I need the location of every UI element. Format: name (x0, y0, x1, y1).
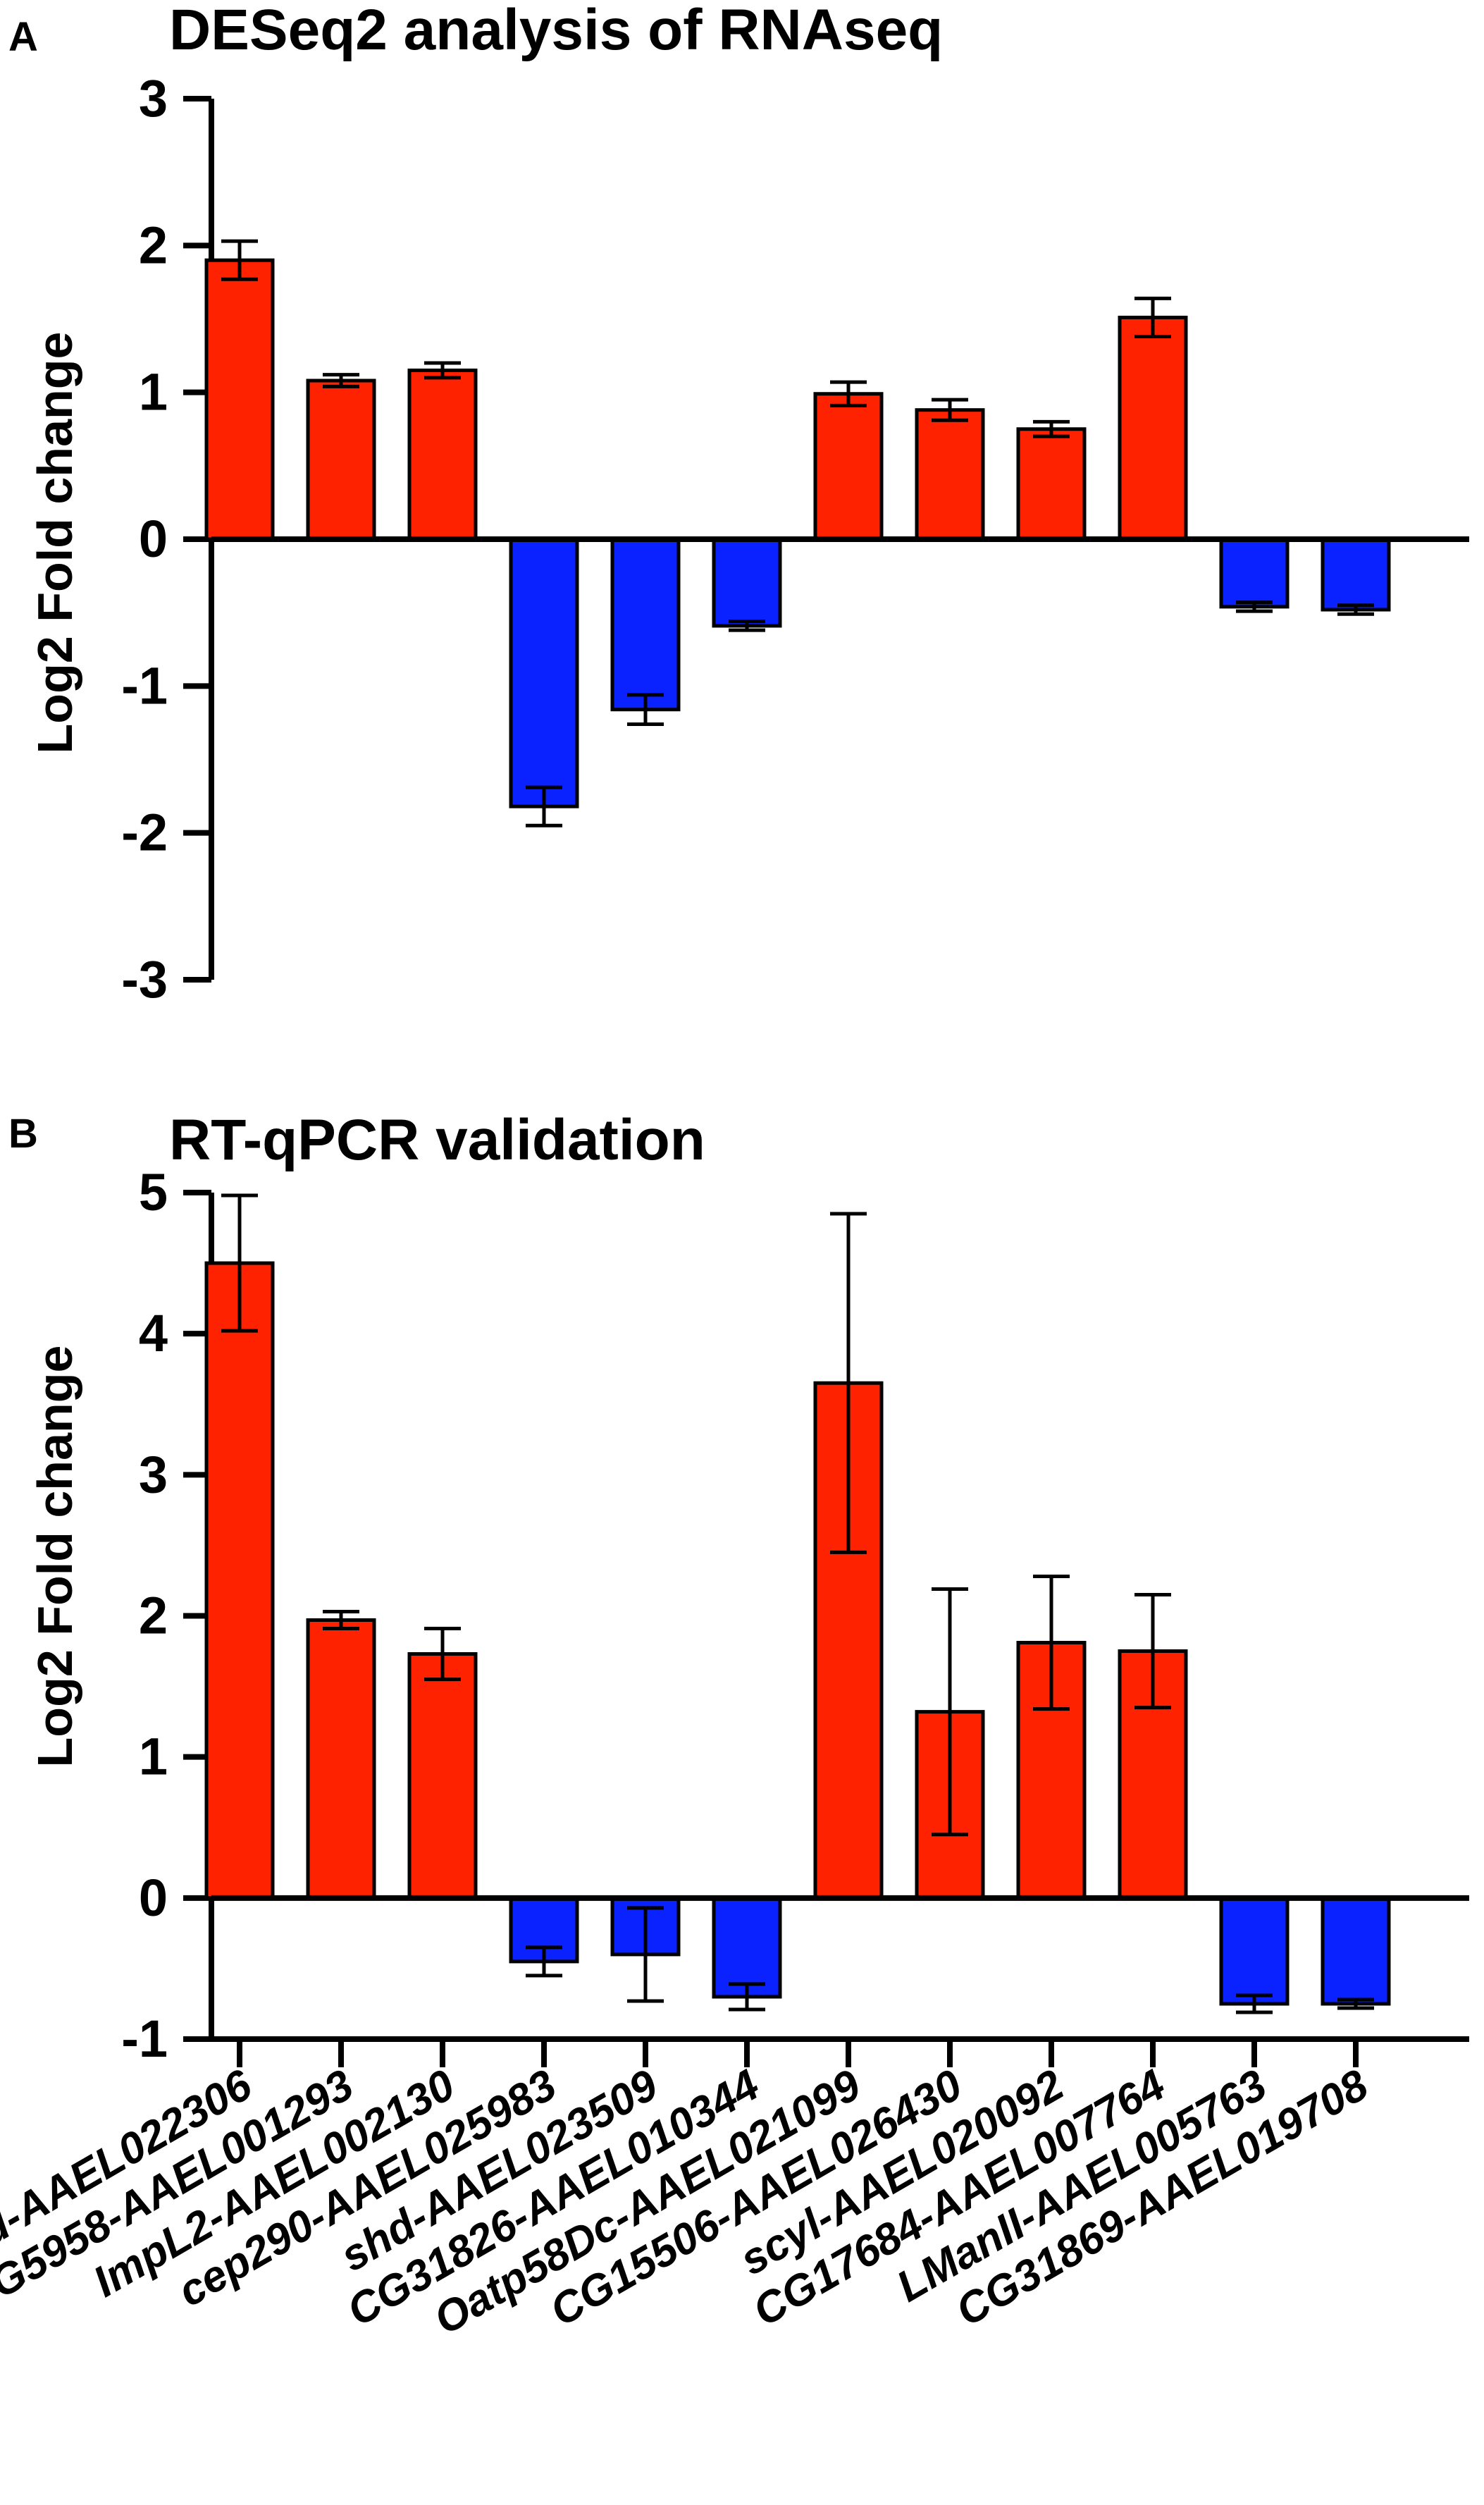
panel-b-y-tick-label: 0 (139, 1869, 168, 1927)
panel-b-error-bar (1337, 1998, 1374, 2010)
panel-a-bar (306, 378, 376, 541)
panel-a-bar (915, 408, 985, 541)
panel-b-ylabel: Log2 Fold change (27, 1346, 82, 1768)
panel-b-bar (407, 1652, 478, 1900)
panel-b-bar (1321, 1896, 1391, 2006)
panel-a-bar (1118, 315, 1188, 541)
panel-b-y-tick-label: 1 (139, 1728, 168, 1786)
panel-b-y-tick-label: 4 (139, 1304, 168, 1362)
panel-a-error-bar (627, 693, 664, 726)
panel-a-bar (610, 537, 681, 712)
panel-a-title: DESeq2 analysis of RNAseq (169, 0, 943, 62)
panel-a-error-bar (932, 398, 968, 422)
panel-a-bar (712, 537, 782, 628)
panel-b-error-bar (323, 1609, 359, 1631)
panel-a-error-bar (526, 785, 562, 827)
panel-a-chart: A DESeq2 analysis of RNAseq Log2 Fold ch… (8, 0, 1469, 1009)
panel-a-bar (1219, 537, 1290, 609)
panel-b-label: B (8, 1111, 38, 1157)
panel-b-y-tick-label: 5 (139, 1163, 168, 1221)
panel-a-y-tick-label: 0 (139, 510, 168, 568)
panel-a-error-bar (1134, 296, 1171, 338)
panel-a-y-tick-label: -3 (121, 950, 168, 1009)
panel-a-error-bar (1033, 419, 1070, 438)
panel-a-bar (204, 258, 275, 541)
panel-b-error-bar (627, 1906, 664, 2003)
panel-a-error-bar (1236, 601, 1273, 613)
panel-a-bar (1321, 537, 1391, 612)
panel-a-error-bar (221, 239, 258, 281)
panel-a-error-bar (830, 380, 867, 407)
panel-b-y-tick-label: 3 (139, 1445, 168, 1503)
panel-b-error-bar (526, 1945, 562, 1978)
panel-b-error-bar (221, 1193, 258, 1333)
panel-b-error-bar (830, 1212, 867, 1554)
panel-a-error-bar (1337, 603, 1374, 616)
panel-b-title: RT-qPCR validation (169, 1108, 705, 1172)
panel-a-bar (1016, 427, 1087, 541)
panel-a-bar (407, 368, 478, 541)
panel-b-bar (712, 1896, 782, 1999)
panel-a-y-tick-label: 3 (139, 69, 168, 128)
panel-a-y-tick-label: 1 (139, 363, 168, 421)
panel-a-error-bar (323, 373, 359, 388)
panel-b-y-tick-label: -1 (121, 2009, 168, 2068)
panel-b-error-bar (1033, 1574, 1070, 1711)
panel-b-error-bar (729, 1982, 765, 2012)
panel-b-error-bar (1134, 1592, 1171, 1710)
panel-b-chart: B RT-qPCR validation Log2 Fold change 5 4… (8, 1108, 1469, 2068)
panel-a-y-tick-label: -2 (121, 804, 168, 862)
panel-a-error-bar (424, 361, 461, 380)
panel-b-error-bar (1236, 1993, 1273, 2014)
category-labels: amd-AAEL022306CG5958-AAEL001293ImpL2-AAE… (0, 2060, 1376, 2344)
panel-a-bar (509, 537, 579, 808)
panel-a-ylabel: Log2 Fold change (27, 332, 82, 754)
panel-a-error-bar (729, 620, 765, 632)
panel-a-y-tick-label: -1 (121, 656, 168, 715)
panel-b-error-bar (424, 1627, 461, 1682)
panel-b-y-tick-label: 2 (139, 1587, 168, 1645)
panel-a-bar (813, 392, 884, 541)
panel-b-bar (306, 1618, 376, 1900)
panel-a-label: A (8, 14, 38, 60)
panel-b-bar (1219, 1896, 1290, 2006)
panel-b-bar (204, 1261, 275, 1900)
panel-b-error-bar (932, 1587, 968, 1837)
panel-a-y-tick-label: 2 (139, 216, 168, 274)
